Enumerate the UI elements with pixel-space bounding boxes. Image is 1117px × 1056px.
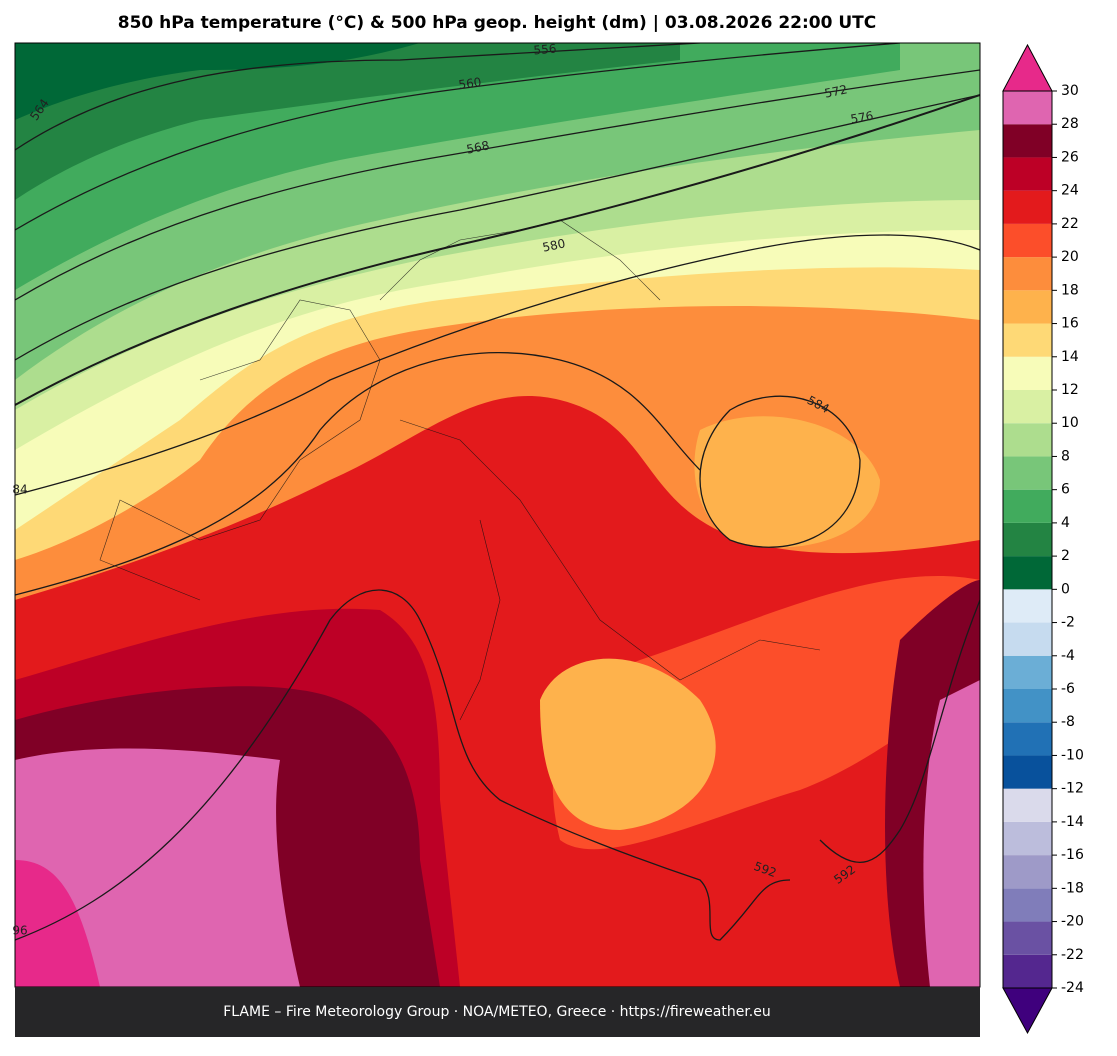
colorbar-segment — [1003, 855, 1052, 889]
contour-label: 568 — [465, 138, 490, 156]
title: 850 hPa temperature (°C) & 500 hPa geop.… — [118, 13, 877, 33]
colorbar-segment — [1003, 190, 1052, 224]
contour-label: 576 — [849, 109, 874, 127]
colorbar-segment — [1003, 821, 1052, 856]
colorbar-segment — [1003, 124, 1052, 158]
colorbar-segment — [1003, 655, 1052, 689]
colorbar-tick-label: -12 — [1061, 781, 1084, 797]
colorbar-tick-label: 16 — [1061, 316, 1079, 332]
colorbar-tick-label: 6 — [1061, 482, 1070, 498]
colorbar-tick-label: -22 — [1061, 947, 1084, 963]
colorbar-tick-label: 8 — [1061, 448, 1070, 464]
footer: FLAME – Fire Meteorology Group · NOA/MET… — [223, 1004, 771, 1020]
colorbar-tick-label: 20 — [1061, 249, 1079, 265]
colorbar-tick-label: 22 — [1061, 216, 1079, 232]
colorbar-segment — [1003, 157, 1052, 191]
colorbar-tick-label: 10 — [1061, 415, 1079, 431]
colorbar-tick-label: -6 — [1061, 681, 1075, 697]
colorbar-tick-label: -10 — [1061, 747, 1084, 763]
colorbar-tick-label: -18 — [1061, 880, 1084, 896]
colorbar: -24-22-20-18-16-14-12-10-8-6-4-202468101… — [1002, 43, 1084, 1035]
contour-label: 580 — [541, 236, 566, 254]
colorbar-tick-label: 0 — [1061, 581, 1070, 597]
colorbar-tick-label: 4 — [1061, 515, 1070, 531]
colorbar-segment — [1003, 689, 1052, 723]
colorbar-segment — [1003, 755, 1052, 789]
colorbar-segment — [1003, 356, 1052, 390]
colorbar-tick-label: 2 — [1061, 548, 1070, 564]
colorbar-segment — [1003, 91, 1052, 125]
colorbar-over — [1002, 43, 1053, 92]
colorbar-tick-label: -14 — [1061, 814, 1084, 830]
colorbar-tick-label: -24 — [1061, 980, 1084, 996]
colorbar-tick-label: 18 — [1061, 282, 1079, 298]
colorbar-segment — [1003, 622, 1052, 656]
colorbar-segment — [1003, 921, 1052, 955]
contour-label: 560 — [458, 75, 483, 92]
colorbar-tick-label: 28 — [1061, 116, 1079, 132]
colorbar-segment — [1003, 390, 1052, 424]
contour-label: 96 — [12, 924, 27, 938]
colorbar-tick-label: -2 — [1061, 615, 1075, 631]
colorbar-tick-label: -16 — [1061, 847, 1084, 863]
colorbar-tick-label: 30 — [1061, 83, 1079, 99]
colorbar-segment — [1003, 290, 1052, 324]
contour-label: 556 — [533, 42, 557, 58]
contour-label: 84 — [12, 483, 27, 497]
colorbar-segment — [1003, 556, 1052, 590]
colorbar-frame — [1002, 90, 1053, 989]
colorbar-segment — [1003, 223, 1052, 258]
colorbar-segment — [1003, 522, 1052, 557]
colorbar-tick-label: 24 — [1061, 183, 1079, 199]
colorbar-tick-label: -8 — [1061, 714, 1075, 730]
map — [15, 43, 980, 987]
colorbar-segment — [1003, 589, 1052, 623]
colorbar-tick-label: 26 — [1061, 149, 1079, 165]
colorbar-segment — [1003, 423, 1052, 457]
colorbar-segment — [1003, 722, 1052, 756]
colorbar-tick-label: -20 — [1061, 914, 1084, 930]
contour-label: 572 — [823, 82, 848, 100]
colorbar-tick-label: 12 — [1061, 382, 1079, 398]
colorbar-segment — [1003, 257, 1052, 291]
colorbar-segment — [1003, 489, 1052, 523]
colorbar-segment — [1003, 456, 1052, 490]
colorbar-segment — [1003, 788, 1052, 822]
colorbar-under — [1002, 987, 1053, 1035]
colorbar-segment — [1003, 323, 1052, 357]
colorbar-segment — [1003, 954, 1052, 988]
colorbar-tick-label: -4 — [1061, 648, 1075, 664]
footer-bar — [15, 987, 980, 1037]
colorbar-tick-label: 14 — [1061, 349, 1079, 365]
colorbar-segment — [1003, 888, 1052, 922]
